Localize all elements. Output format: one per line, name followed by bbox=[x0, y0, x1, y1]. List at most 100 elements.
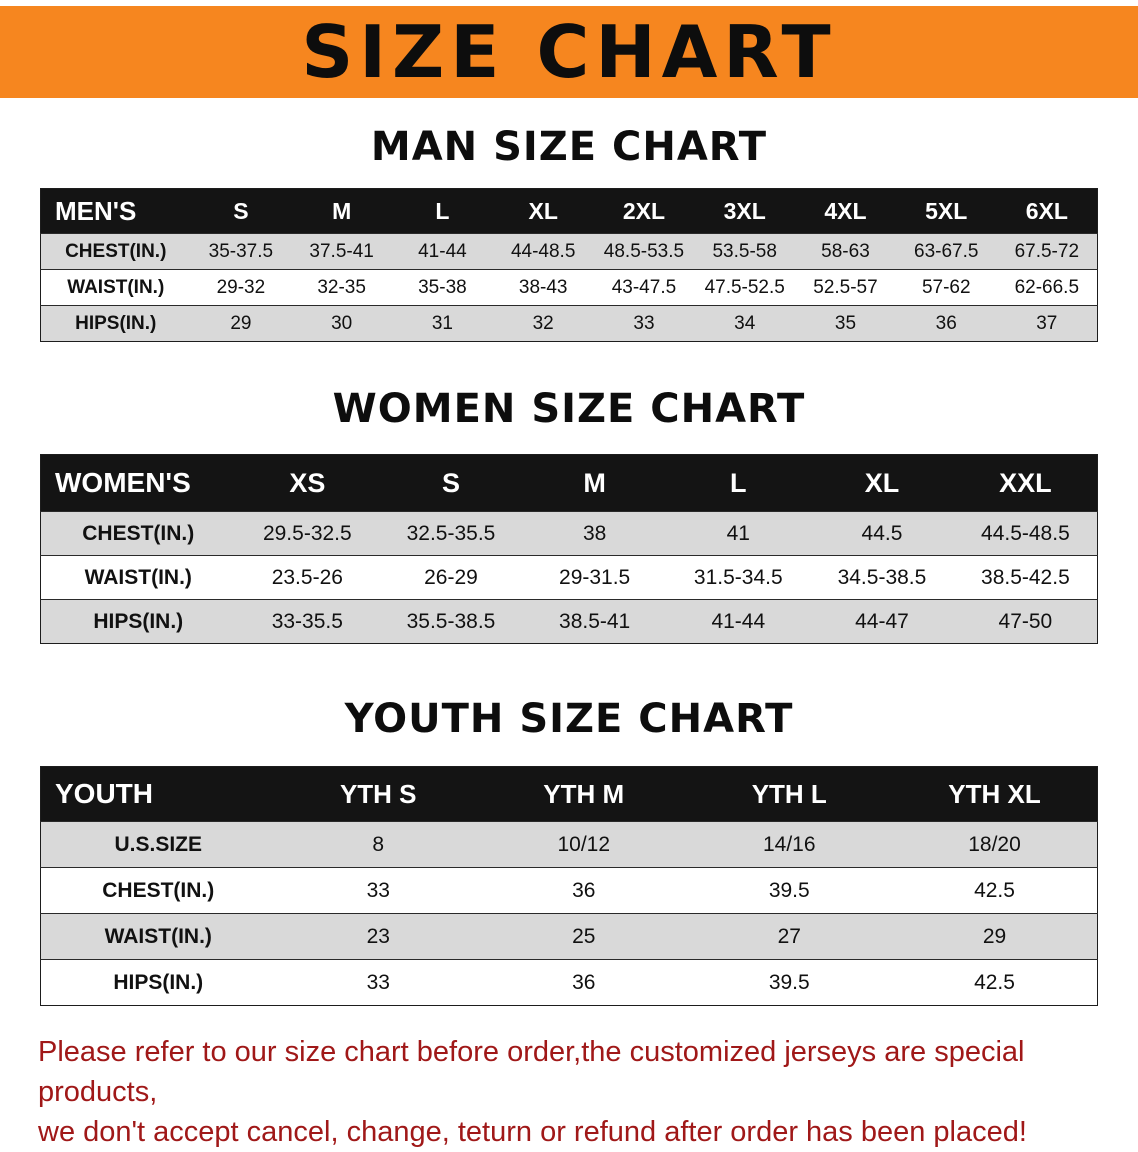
men-size-table: MEN'S S M L XL 2XL 3XL 4XL 5XL 6XL CHEST(IN.) 35-37… bbox=[40, 188, 1098, 342]
size-value-cell: 62-66.5 bbox=[996, 269, 1098, 306]
banner: SIZE CHART bbox=[0, 6, 1138, 98]
size-value-cell: 34 bbox=[694, 305, 796, 342]
size-value-cell: 35-38 bbox=[392, 269, 493, 306]
measurement-row-label: CHEST(IN.) bbox=[40, 511, 236, 556]
size-column-header: 2XL bbox=[593, 188, 695, 234]
table-title-cell: WOMEN'S bbox=[40, 454, 236, 512]
size-column-header: L bbox=[392, 188, 493, 234]
size-value-cell: 23 bbox=[275, 913, 481, 960]
measurement-row-label: U.S.SIZE bbox=[40, 821, 276, 868]
size-value-cell: 31 bbox=[392, 305, 493, 342]
size-value-cell: 38 bbox=[522, 511, 667, 556]
size-column-header: S bbox=[379, 454, 523, 512]
size-value-cell: 18/20 bbox=[892, 821, 1098, 868]
size-value-cell: 67.5-72 bbox=[996, 233, 1098, 270]
size-value-cell: 29-32 bbox=[190, 269, 292, 306]
size-value-cell: 26-29 bbox=[379, 555, 523, 600]
measurement-row-label: HIPS(IN.) bbox=[40, 959, 276, 1006]
table-header-row: MEN'S S M L XL 2XL 3XL 4XL 5XL 6XL bbox=[40, 188, 1098, 234]
size-column-header: 4XL bbox=[795, 188, 896, 234]
size-column-header: L bbox=[666, 454, 811, 512]
measurement-row-label: WAIST(IN.) bbox=[40, 555, 236, 600]
size-value-cell: 36 bbox=[895, 305, 997, 342]
size-value-cell: 41 bbox=[666, 511, 811, 556]
measurement-row-label: WAIST(IN.) bbox=[40, 269, 191, 306]
size-value-cell: 33 bbox=[275, 867, 481, 914]
size-value-cell: 58-63 bbox=[795, 233, 896, 270]
size-value-cell: 47-50 bbox=[953, 599, 1098, 644]
size-value-cell: 39.5 bbox=[686, 959, 892, 1006]
size-value-cell: 36 bbox=[481, 867, 687, 914]
size-value-cell: 41-44 bbox=[392, 233, 493, 270]
size-value-cell: 32 bbox=[492, 305, 594, 342]
size-value-cell: 42.5 bbox=[892, 959, 1098, 1006]
size-value-cell: 29 bbox=[892, 913, 1098, 960]
women-section-heading: WOMEN SIZE CHART bbox=[332, 386, 806, 432]
measurement-row-label: HIPS(IN.) bbox=[40, 599, 236, 644]
size-value-cell: 14/16 bbox=[686, 821, 892, 868]
size-value-cell: 29 bbox=[190, 305, 292, 342]
page-title: SIZE CHART bbox=[301, 10, 837, 94]
size-value-cell: 25 bbox=[481, 913, 687, 960]
disclaimer: Please refer to our size chart before or… bbox=[38, 1032, 1100, 1152]
size-column-header: YTH L bbox=[686, 766, 892, 822]
disclaimer-line-1: Please refer to our size chart before or… bbox=[38, 1036, 1025, 1109]
table-row: U.S.SIZE 8 10/12 14/16 18/20 bbox=[40, 821, 1098, 868]
size-value-cell: 33 bbox=[275, 959, 481, 1006]
measurement-row-label: HIPS(IN.) bbox=[40, 305, 191, 342]
table-row: HIPS(IN.) 33-35.5 35.5-38.5 38.5-41 41-44 44-… bbox=[40, 599, 1098, 644]
table-row: CHEST(IN.) 35-37.5 37.5-41 41-44 44-48.5 48.5… bbox=[40, 233, 1098, 270]
size-value-cell: 63-67.5 bbox=[895, 233, 997, 270]
men-section-heading: MAN SIZE CHART bbox=[370, 124, 768, 170]
size-value-cell: 32-35 bbox=[291, 269, 393, 306]
table-title-cell: MEN'S bbox=[40, 188, 191, 234]
disclaimer-line-2: we don't accept cancel, change, teturn o… bbox=[38, 1116, 1027, 1149]
table-row: WAIST(IN.) 23 25 27 29 bbox=[40, 913, 1098, 960]
table-row: WAIST(IN.) 29-32 32-35 35-38 38-43 43-47.5 47.… bbox=[40, 269, 1098, 306]
table-row: WAIST(IN.) 23.5-26 26-29 29-31.5 31.5-34.5 34… bbox=[40, 555, 1098, 600]
size-value-cell: 30 bbox=[291, 305, 393, 342]
size-value-cell: 10/12 bbox=[481, 821, 687, 868]
table-row: HIPS(IN.) 29 30 31 32 33 34 35 36 37 bbox=[40, 305, 1098, 342]
women-size-table: WOMEN'S XS S M L XL XXL CHEST(IN.) 29.5-32.5 32.5… bbox=[40, 454, 1098, 644]
size-column-header: YTH M bbox=[481, 766, 687, 822]
youth-size-table: YOUTH YTH S YTH M YTH L YTH XL U.S.SIZE 8 10/12… bbox=[40, 766, 1098, 1006]
size-value-cell: 34.5-38.5 bbox=[810, 555, 954, 600]
size-value-cell: 33-35.5 bbox=[235, 599, 380, 644]
size-value-cell: 27 bbox=[686, 913, 892, 960]
size-value-cell: 29-31.5 bbox=[522, 555, 667, 600]
size-value-cell: 53.5-58 bbox=[694, 233, 796, 270]
size-value-cell: 43-47.5 bbox=[593, 269, 695, 306]
size-column-header: XXL bbox=[953, 454, 1098, 512]
size-value-cell: 38.5-41 bbox=[522, 599, 667, 644]
size-value-cell: 44-47 bbox=[810, 599, 954, 644]
size-value-cell: 38.5-42.5 bbox=[953, 555, 1098, 600]
table-row: HIPS(IN.) 33 36 39.5 42.5 bbox=[40, 959, 1098, 1006]
size-value-cell: 47.5-52.5 bbox=[694, 269, 796, 306]
size-value-cell: 44.5 bbox=[810, 511, 954, 556]
size-column-header: M bbox=[522, 454, 667, 512]
size-value-cell: 35.5-38.5 bbox=[379, 599, 523, 644]
size-column-header: YTH XL bbox=[892, 766, 1098, 822]
size-value-cell: 35-37.5 bbox=[190, 233, 292, 270]
size-value-cell: 44-48.5 bbox=[492, 233, 594, 270]
size-value-cell: 57-62 bbox=[895, 269, 997, 306]
table-header-row: WOMEN'S XS S M L XL XXL bbox=[40, 454, 1098, 512]
size-value-cell: 41-44 bbox=[666, 599, 811, 644]
youth-section-heading: YOUTH SIZE CHART bbox=[344, 696, 794, 742]
size-value-cell: 31.5-34.5 bbox=[666, 555, 811, 600]
size-column-header: YTH S bbox=[275, 766, 481, 822]
size-value-cell: 42.5 bbox=[892, 867, 1098, 914]
size-column-header: 5XL bbox=[895, 188, 997, 234]
size-value-cell: 33 bbox=[593, 305, 695, 342]
size-value-cell: 32.5-35.5 bbox=[379, 511, 523, 556]
size-value-cell: 23.5-26 bbox=[235, 555, 380, 600]
table-header-row: YOUTH YTH S YTH M YTH L YTH XL bbox=[40, 766, 1098, 822]
size-column-header: S bbox=[190, 188, 292, 234]
size-column-header: 3XL bbox=[694, 188, 796, 234]
size-column-header: M bbox=[291, 188, 393, 234]
size-value-cell: 8 bbox=[275, 821, 481, 868]
size-value-cell: 37 bbox=[996, 305, 1098, 342]
table-title-cell: YOUTH bbox=[40, 766, 276, 822]
